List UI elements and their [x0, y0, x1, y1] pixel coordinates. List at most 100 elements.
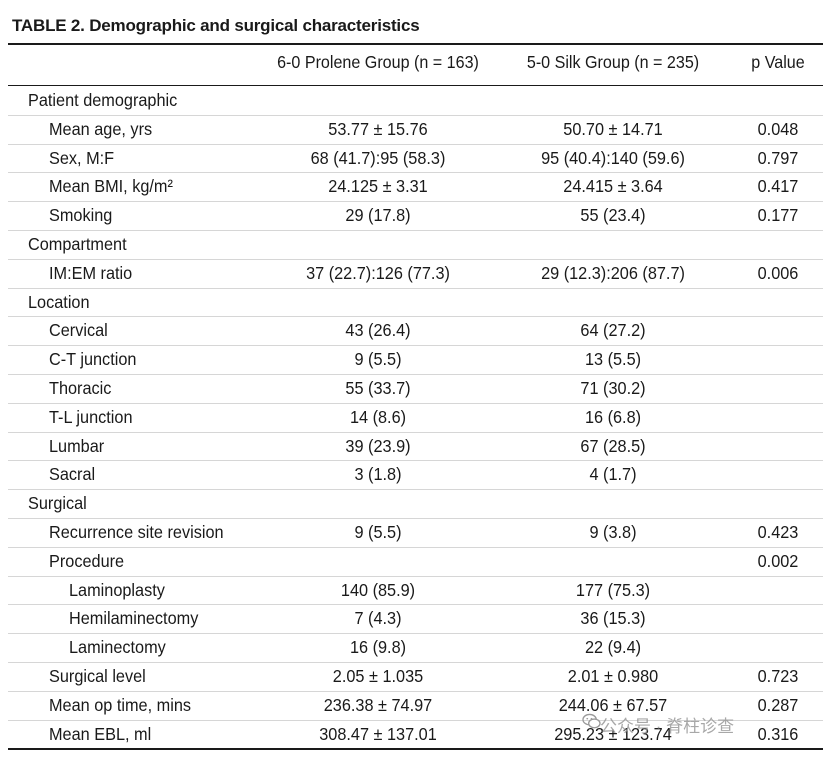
prolene-value: 53.77 ± 15.76 — [328, 118, 428, 139]
silk-value: 50.70 ± 14.71 — [563, 118, 663, 139]
row-label: Laminectomy — [69, 637, 166, 658]
silk-value: 4 (1.7) — [589, 464, 637, 485]
row-label: Patient demographic — [28, 90, 178, 110]
row-label: Procedure — [49, 550, 125, 571]
table-row: T-L junction 14 (8.6) 16 (6.8) — [8, 404, 823, 433]
prolene-value: 9 (5.5) — [354, 349, 402, 370]
row-label: Mean EBL, ml — [49, 723, 152, 744]
table-row: C-T junction 9 (5.5) 13 (5.5) — [8, 346, 823, 375]
prolene-value: 7 (4.3) — [354, 608, 402, 629]
p-value: 0.423 — [757, 521, 799, 542]
column-header-p-value: p Value — [751, 52, 805, 72]
silk-value: 16 (6.8) — [584, 406, 642, 427]
silk-value: 13 (5.5) — [584, 349, 642, 370]
prolene-value: 37 (22.7):126 (77.3) — [306, 262, 450, 283]
silk-value: 177 (75.3) — [575, 579, 651, 600]
silk-value: 29 (12.3):206 (87.7) — [541, 262, 685, 283]
prolene-value: 2.05 ± 1.035 — [332, 665, 424, 686]
p-value: 0.177 — [757, 205, 799, 226]
row-label: Mean op time, mins — [49, 694, 192, 715]
p-value: 0.417 — [757, 176, 799, 197]
row-label: Mean age, yrs — [49, 118, 153, 139]
table-row: Recurrence site revision 9 (5.5) 9 (3.8) 0.… — [8, 519, 823, 548]
silk-value: 9 (3.8) — [589, 521, 637, 542]
prolene-value: 308.47 ± 137.01 — [319, 723, 437, 744]
p-value: 0.316 — [757, 723, 799, 744]
table-row: Mean BMI, kg/m² 24.125 ± 3.31 24.415 ± 3.6… — [8, 173, 823, 203]
p-value: 0.287 — [757, 694, 799, 715]
row-label: Surgical level — [49, 665, 146, 686]
row-label: Laminoplasty — [69, 579, 165, 600]
silk-value: 67 (28.5) — [580, 435, 646, 456]
prolene-value: 236.38 ± 74.97 — [323, 694, 433, 715]
silk-value: 22 (9.4) — [584, 637, 642, 658]
prolene-value: 55 (33.7) — [345, 377, 411, 398]
prolene-value: 39 (23.9) — [345, 435, 411, 456]
prolene-value: 14 (8.6) — [349, 406, 407, 427]
table-row: IM:EM ratio 37 (22.7):126 (77.3) 29 (12.3)… — [8, 260, 823, 289]
row-label: Recurrence site revision — [49, 521, 224, 542]
row-label: Mean BMI, kg/m² — [49, 176, 173, 197]
prolene-value: 3 (1.8) — [354, 464, 402, 485]
silk-value: 64 (27.2) — [580, 320, 646, 341]
row-label: Thoracic — [49, 377, 112, 398]
p-value: 0.002 — [757, 550, 799, 571]
header-rule — [8, 85, 823, 86]
table-row: Sacral 3 (1.8) 4 (1.7) — [8, 461, 823, 491]
prolene-value: 68 (41.7):95 (58.3) — [310, 147, 446, 168]
p-value: 0.006 — [757, 262, 799, 283]
table-row: Laminoplasty 140 (85.9) 177 (75.3) — [8, 577, 823, 606]
table-row: Mean age, yrs 53.77 ± 15.76 50.70 ± 14.71 0… — [8, 116, 823, 145]
prolene-value: 29 (17.8) — [345, 205, 411, 226]
prolene-value: 24.125 ± 3.31 — [328, 176, 428, 197]
table-row: Cervical 43 (26.4) 64 (27.2) — [8, 317, 823, 347]
row-label: Sex, M:F — [49, 147, 115, 168]
watermark-text: 公众号 · 脊柱诊查 — [600, 717, 735, 736]
row-label: Compartment — [28, 233, 127, 254]
p-value: 0.048 — [757, 118, 799, 139]
prolene-value: 43 (26.4) — [345, 320, 411, 341]
table-row: Hemilaminectomy 7 (4.3) 36 (15.3) — [8, 605, 823, 635]
table-row: Thoracic 55 (33.7) 71 (30.2) — [8, 375, 823, 404]
bottom-rule — [8, 748, 823, 750]
silk-value: 71 (30.2) — [580, 377, 646, 398]
table-row: Smoking 29 (17.8) 55 (23.4) 0.177 — [8, 202, 823, 231]
table-row: Mean op time, mins 236.38 ± 74.97 244.06 ±… — [8, 692, 823, 721]
table-row: Surgical — [8, 490, 823, 519]
wechat-icon — [582, 713, 601, 729]
row-label: C-T junction — [49, 349, 137, 370]
row-label: Location — [28, 291, 90, 312]
row-label: Smoking — [49, 205, 113, 226]
table-row: Surgical level 2.05 ± 1.035 2.01 ± 0.980 0.… — [8, 663, 823, 692]
column-header-silk: 5-0 Silk Group (n = 235) — [526, 52, 700, 72]
row-label: Lumbar — [49, 435, 105, 456]
row-label: T-L junction — [49, 406, 133, 427]
table-body: Patient demographic Mean age, yrs 53.77 ± … — [8, 87, 823, 748]
silk-value: 36 (15.3) — [580, 608, 646, 629]
table-row: Location — [8, 289, 823, 318]
row-label: Hemilaminectomy — [69, 608, 199, 629]
table-row: Procedure 0.002 — [8, 548, 823, 577]
table-row: Compartment — [8, 231, 823, 260]
p-value: 0.797 — [757, 147, 799, 168]
table-row: Patient demographic — [8, 87, 823, 116]
table-row: Laminectomy 16 (9.8) 22 (9.4) — [8, 634, 823, 663]
row-label: Sacral — [49, 464, 96, 485]
row-label: Cervical — [49, 320, 108, 341]
top-rule — [8, 43, 823, 45]
p-value: 0.723 — [757, 665, 799, 686]
prolene-value: 9 (5.5) — [354, 521, 402, 542]
silk-value: 295.23 ± 123.74 — [554, 723, 672, 744]
silk-value: 24.415 ± 3.64 — [563, 176, 663, 197]
table-row: Sex, M:F 68 (41.7):95 (58.3) 95 (40.4):140… — [8, 145, 823, 174]
prolene-value: 16 (9.8) — [349, 637, 407, 658]
table-row: Lumbar 39 (23.9) 67 (28.5) — [8, 433, 823, 462]
row-label: IM:EM ratio — [49, 262, 133, 283]
table-row: Mean EBL, ml 308.47 ± 137.01 295.23 ± 123.… — [8, 721, 823, 749]
table-title: TABLE 2. Demographic and surgical charac… — [12, 16, 420, 35]
silk-value: 2.01 ± 0.980 — [567, 665, 659, 686]
silk-value: 95 (40.4):140 (59.6) — [541, 147, 685, 168]
silk-value: 244.06 ± 67.57 — [558, 694, 668, 715]
silk-value: 55 (23.4) — [580, 205, 646, 226]
row-label: Surgical — [28, 493, 87, 514]
